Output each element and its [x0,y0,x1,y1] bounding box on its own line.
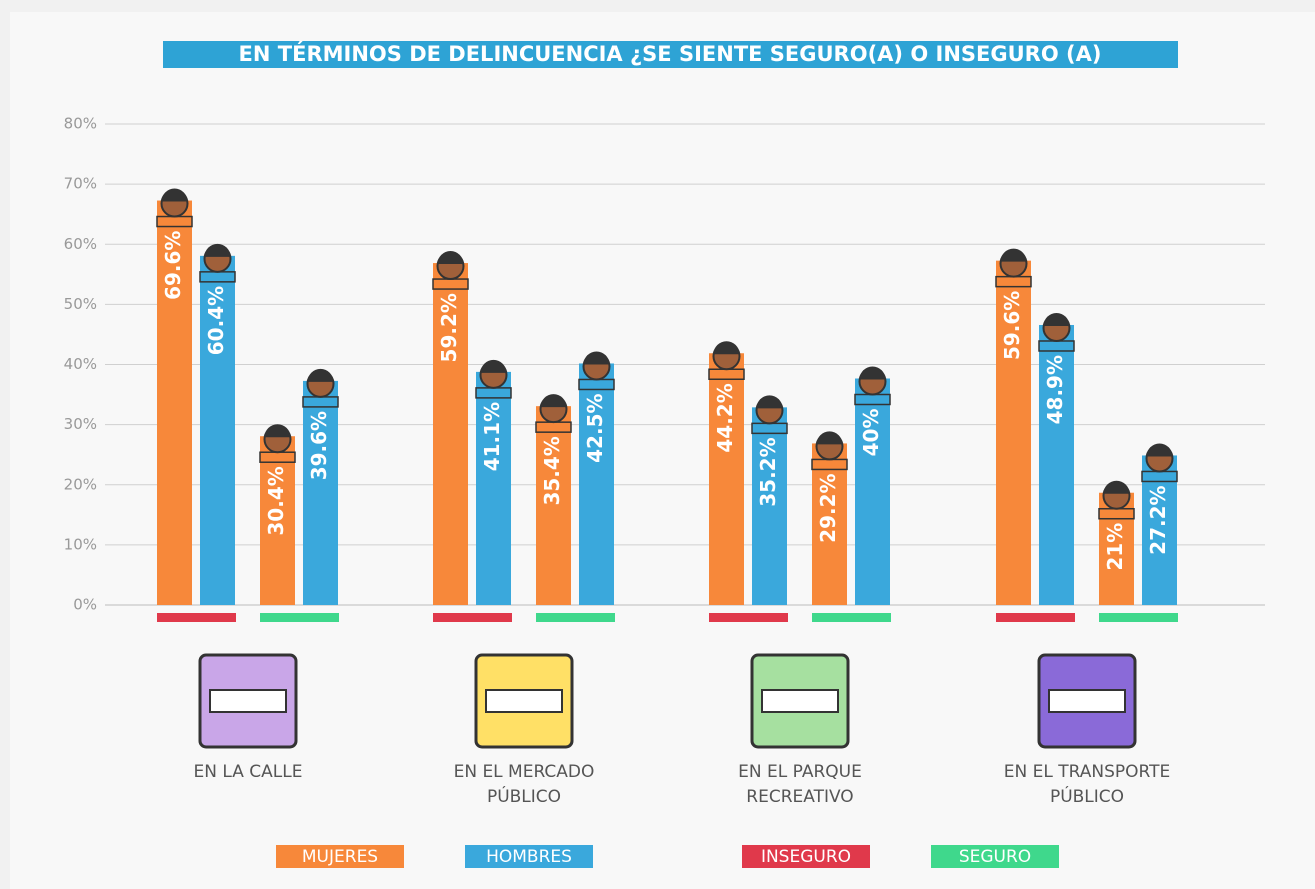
figure-shoulders [1099,509,1134,519]
figure-shoulders [996,277,1031,287]
icon-detail [762,690,838,712]
figure-shoulders [303,397,338,407]
figure-shoulders [476,388,511,398]
legend-label: SEGURO [959,847,1031,867]
group-underline [1099,613,1178,622]
y-tick-label: 50% [64,295,97,313]
value-label: 48.9% [1043,355,1067,424]
group-underline [709,613,788,622]
group-underline [157,613,236,622]
figure-shoulders [260,452,295,462]
y-tick-label: 80% [64,115,97,133]
chart-title: EN TÉRMINOS DE DELINCUENCIA ¿SE SIENTE S… [239,41,1102,66]
group-underline [260,613,339,622]
group-underline [433,613,512,622]
legend-label: MUJERES [302,847,378,867]
value-label: 59.2% [437,293,461,362]
page: EN TÉRMINOS DE DELINCUENCIA ¿SE SIENTE S… [0,0,1315,889]
value-label: 39.6% [307,411,331,480]
icon-detail [486,690,562,712]
legend-label: INSEGURO [761,847,851,867]
figure-shoulders [200,272,235,282]
figure-shoulders [812,459,847,469]
y-tick-label: 40% [64,355,97,373]
figure-shoulders [855,395,890,405]
value-label: 21% [1103,523,1127,571]
value-label: 35.2% [756,437,780,506]
legend-label: HOMBRES [486,847,572,867]
category-label: EN EL PARQUE RECREATIVO [705,760,895,810]
group-underline [996,613,1075,622]
y-tick-label: 60% [64,235,97,253]
figure-shoulders [536,422,571,432]
value-label: 44.2% [713,383,737,452]
value-label: 29.2% [816,473,840,542]
icon-detail [210,690,286,712]
y-tick-label: 30% [64,415,97,433]
figure-shoulders [752,423,787,433]
y-tick-label: 10% [64,535,97,553]
value-label: 27.2% [1146,485,1170,554]
group-underline [812,613,891,622]
value-label: 69.6% [161,231,185,300]
icon-detail [1049,690,1125,712]
y-tick-label: 70% [64,175,97,193]
value-label: 59.6% [1000,291,1024,360]
value-label: 41.1% [480,402,504,471]
figure-shoulders [157,217,192,227]
category-label: EN EL TRANSPORTE PÚBLICO [992,760,1182,810]
figure-shoulders [433,279,468,289]
figure-shoulders [579,379,614,389]
figure-shoulders [1142,471,1177,481]
y-tick-label: 0% [73,596,97,614]
category-label: EN EL MERCADO PÚBLICO [429,760,619,810]
group-underline [536,613,615,622]
chart: EN TÉRMINOS DE DELINCUENCIA ¿SE SIENTE S… [0,0,1315,889]
value-label: 40% [859,409,883,457]
category-label: EN LA CALLE [138,760,358,785]
figure-shoulders [1039,341,1074,351]
figure-shoulders [709,369,744,379]
value-label: 42.5% [583,393,607,462]
value-label: 30.4% [264,466,288,535]
y-tick-label: 20% [64,475,97,493]
value-label: 35.4% [540,436,564,505]
value-label: 60.4% [204,286,228,355]
